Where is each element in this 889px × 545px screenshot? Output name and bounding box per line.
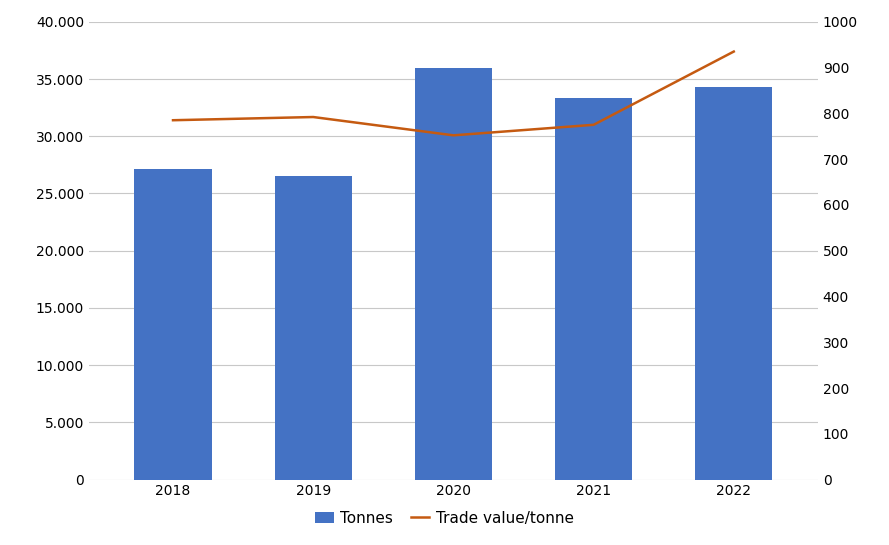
Bar	[555, 99, 632, 480]
Trade value/tonne	[168, 117, 179, 124]
Bar	[134, 169, 212, 480]
Legend: Tonnes, Trade value/tonne: Tonnes, Trade value/tonne	[309, 505, 580, 532]
Trade value/tonne	[589, 122, 599, 128]
Bar	[415, 68, 492, 480]
Bar	[695, 87, 773, 480]
Bar	[275, 177, 352, 480]
Trade value/tonne	[448, 132, 459, 138]
Trade value/tonne	[308, 114, 318, 120]
Trade value/tonne	[728, 49, 739, 55]
Line: Trade value/tonne: Trade value/tonne	[173, 52, 733, 135]
